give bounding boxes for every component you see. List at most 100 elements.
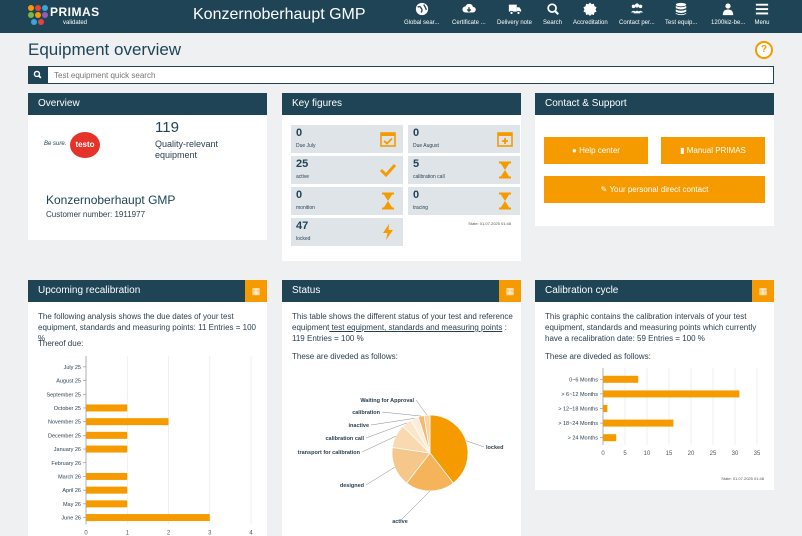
nav-label: Search [543, 20, 563, 26]
y-tick-label: July 25 [64, 365, 81, 371]
bar [603, 419, 674, 427]
hourglass-icon [499, 161, 511, 179]
truck-icon [508, 4, 521, 15]
tile-due-july[interactable]: 0 Due July [291, 125, 403, 153]
card-title: Calibration cycle [545, 285, 619, 296]
help-center-button[interactable]: ● Help center [544, 137, 648, 164]
database-icon [675, 2, 687, 16]
tile-value: 0 [296, 127, 303, 139]
logo-text: PRIMAS [50, 5, 100, 19]
hourglass-icon [499, 192, 511, 210]
x-tick-label: 30 [732, 451, 739, 457]
search-icon [546, 3, 559, 16]
y-tick-label: May 26 [63, 502, 81, 508]
y-tick-label: March 26 [58, 474, 81, 480]
y-tick-label: February 26 [51, 461, 81, 467]
pie-slice [406, 452, 454, 492]
equipment-search-input[interactable] [47, 66, 774, 84]
tile-value: 0 [413, 189, 420, 201]
card-title: Overview [28, 93, 267, 115]
nav-accreditation[interactable]: Accreditation [573, 2, 608, 32]
table-view-button[interactable]: ▦ [245, 280, 267, 302]
hourglass-icon [382, 192, 394, 210]
pie-label: active [392, 519, 408, 525]
equipment-count-label: Quality-relevant equipment [155, 139, 219, 160]
user-icon [722, 3, 734, 16]
y-tick-label: June 26 [61, 516, 81, 522]
y-tick-label: November 25 [48, 420, 81, 426]
y-tick-label: > 6~12 Months [561, 392, 598, 398]
calendar-check-icon [380, 132, 396, 147]
pie-leader-line [370, 418, 415, 426]
x-tick-label: 4 [249, 530, 253, 536]
nav-user-account[interactable]: 1200kiz-be... [711, 2, 745, 32]
nav-label: 1200kiz-be... [711, 20, 746, 26]
equipment-link[interactable]: test equipment, standards and measuring … [329, 323, 503, 332]
tile-locked[interactable]: 47 locked [291, 218, 403, 246]
bar [86, 404, 128, 412]
nav-certificate[interactable]: Certificate ... [452, 2, 486, 32]
nav-search[interactable]: Search [543, 2, 562, 32]
customer-number: Customer number: 1911977 [46, 210, 146, 219]
nav-test-equipment[interactable]: Test equip... [665, 2, 697, 32]
top-bar: PRIMAS validated Konzernoberhaupt GMP Gl… [0, 0, 802, 33]
contact-support-card: Contact & Support ● Help center ▮ Manual… [535, 93, 774, 226]
y-tick-label: August 25 [56, 379, 81, 385]
pie-leader-line [415, 399, 428, 416]
x-tick-label: 35 [754, 451, 761, 457]
y-tick-label: > 24 Months [568, 436, 599, 442]
y-tick-label: December 25 [48, 433, 81, 439]
nav-label: Contact per... [619, 20, 655, 26]
x-tick-label: 20 [688, 451, 695, 457]
edit-icon: ✎ [600, 185, 610, 194]
tile-active[interactable]: 25 active [291, 156, 403, 184]
help-icon[interactable]: ? [755, 41, 773, 59]
tile-due-august[interactable]: 0 Due August [408, 125, 520, 153]
tile-tracing[interactable]: 0 tracing [408, 187, 520, 215]
x-tick-label: 15 [666, 451, 673, 457]
hamburger-icon [755, 3, 769, 15]
desc-text: : 119 Entries = 100 % [292, 323, 507, 343]
pie-leader-line [399, 490, 431, 522]
logo-mark-icon [28, 5, 48, 25]
tile-monition[interactable]: 0 monition [291, 187, 403, 215]
table-view-button[interactable]: ▦ [752, 280, 774, 302]
tile-value: 47 [296, 220, 309, 232]
pie-slice [423, 414, 431, 454]
pie-label: calibration call [325, 436, 364, 442]
pie-label: inactive [349, 423, 369, 429]
direct-contact-button[interactable]: ✎ Your personal direct contact [544, 176, 765, 203]
tile-calibration-call[interactable]: 5 calibration call [408, 156, 520, 184]
primas-logo[interactable]: PRIMAS validated [28, 3, 108, 30]
upcoming-recalibration-card: Upcoming recalibration ▦ The following a… [28, 280, 267, 536]
bar [603, 390, 740, 398]
calendar-plus-icon [497, 132, 513, 147]
nav-contact-person[interactable]: Contact per... [619, 2, 655, 32]
y-tick-label: > 18~24 Months [558, 421, 598, 427]
nav-label: Test equip... [665, 20, 698, 26]
calibration-cycle-bar-chart: 0 5 10 15 20 25 30 35 0~6 Months > 6~12 Months > 1… [558, 368, 761, 457]
search-button[interactable] [28, 66, 47, 84]
pie-leader-line [381, 411, 422, 417]
logo-subtext: validated [63, 20, 88, 26]
pie-label: locked [486, 445, 503, 451]
company-name: Konzernoberhaupt GMP [46, 193, 176, 207]
x-tick-label: 3 [208, 530, 212, 536]
search-icon [33, 70, 42, 79]
x-tick-label: 0 [84, 530, 88, 536]
nav-delivery-note[interactable]: Delivery note [497, 2, 532, 32]
bar [86, 472, 128, 480]
bar [603, 405, 608, 412]
nav-global-search[interactable]: Global sear... [404, 2, 439, 32]
table-view-button[interactable]: ▦ [499, 280, 521, 302]
manual-primas-button[interactable]: ▮ Manual PRIMAS [661, 137, 765, 164]
pie-leader-line [361, 435, 397, 453]
tile-label: calibration call [413, 174, 445, 180]
pie-label: calibration [352, 410, 380, 416]
bar [86, 445, 128, 453]
nav-menu[interactable]: Menu [754, 2, 770, 32]
card-title: Contact & Support [535, 93, 774, 115]
bar [86, 500, 128, 508]
x-tick-label: 10 [644, 451, 651, 457]
divided-label: These are diveded as follows: [545, 352, 651, 361]
